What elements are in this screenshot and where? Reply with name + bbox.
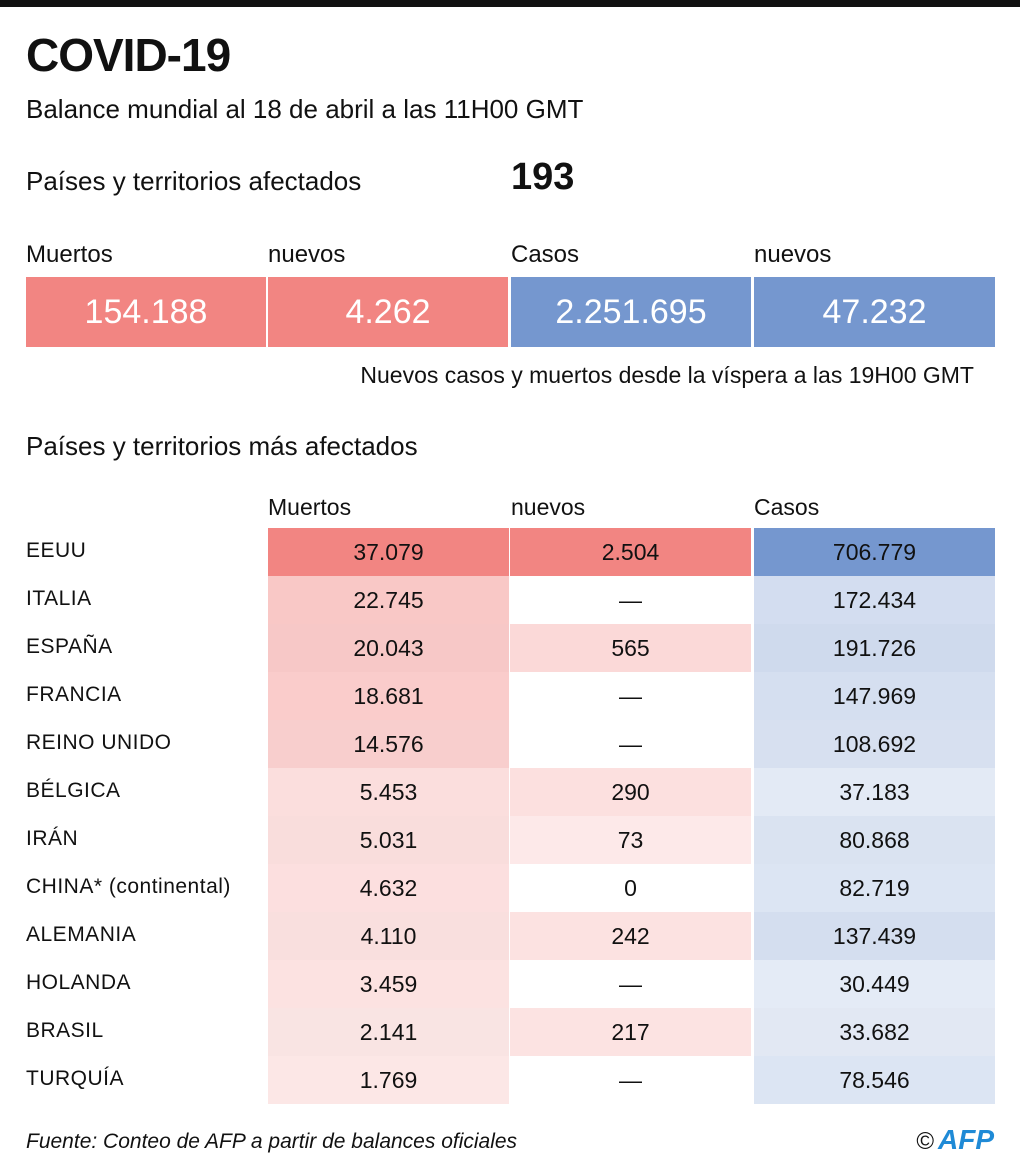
col-header-new: nuevos bbox=[511, 494, 586, 520]
cell-deaths: 37.079 bbox=[268, 528, 509, 576]
cell-new: 242 bbox=[510, 912, 751, 960]
cell-cases: 30.449 bbox=[754, 960, 995, 1008]
deaths-label: Muertos bbox=[26, 241, 113, 268]
cell-new: 73 bbox=[510, 816, 751, 864]
cell-deaths: 5.453 bbox=[268, 768, 509, 816]
cell-new: 565 bbox=[510, 624, 751, 672]
table-row: TURQUÍA 1.769—78.546 bbox=[0, 1056, 1020, 1104]
cell-new: — bbox=[510, 672, 751, 720]
country-label: EEUU bbox=[26, 539, 87, 562]
col-header-cases: Casos bbox=[754, 494, 820, 520]
country-label: ALEMANIA bbox=[26, 923, 137, 946]
cell-deaths: 4.632 bbox=[268, 864, 509, 912]
new-cases-label: nuevos bbox=[754, 241, 832, 268]
cell-cases: 172.434 bbox=[754, 576, 995, 624]
cell-cases: 82.719 bbox=[754, 864, 995, 912]
cell-deaths: 14.576 bbox=[268, 720, 509, 768]
table-row: BÉLGICA 5.453 290 37.183 bbox=[0, 768, 1020, 816]
country-label: ESPAÑA bbox=[26, 635, 113, 658]
logo-text: AFP bbox=[938, 1124, 994, 1155]
note: Nuevos casos y muertos desde la víspera … bbox=[360, 362, 974, 388]
col-header-deaths: Muertos bbox=[268, 494, 352, 520]
table-row: BRASIL 2.141 217 33.682 bbox=[0, 1008, 1020, 1056]
deaths-box: 154.188 bbox=[26, 277, 266, 347]
table-row: REINO UNIDO 14.576—108.692 bbox=[0, 720, 1020, 768]
cases-box: 2.251.695 bbox=[511, 277, 751, 347]
cell-cases: 147.969 bbox=[754, 672, 995, 720]
cell-new: 290 bbox=[510, 768, 751, 816]
cell-deaths: 1.769 bbox=[268, 1056, 509, 1104]
new-deaths-box: 4.262 bbox=[268, 277, 508, 347]
cell-cases: 37.183 bbox=[754, 768, 995, 816]
country-label: ITALIA bbox=[26, 587, 92, 610]
cell-cases: 108.692 bbox=[754, 720, 995, 768]
cell-cases: 191.726 bbox=[754, 624, 995, 672]
cell-deaths: 2.141 bbox=[268, 1008, 509, 1056]
new-deaths-label: nuevos bbox=[268, 241, 346, 268]
country-label: BRASIL bbox=[26, 1019, 104, 1042]
cell-cases: 78.546 bbox=[754, 1056, 995, 1104]
table-row: ALEMANIA 4.110 242 137.439 bbox=[0, 912, 1020, 960]
cell-new: — bbox=[510, 960, 751, 1008]
subtitle: Balance mundial al 18 de abril a las 11H… bbox=[26, 94, 584, 124]
cell-deaths: 4.110 bbox=[268, 912, 509, 960]
top-bar bbox=[0, 0, 1020, 7]
table-row: IRÁN 5.031 73 80.868 bbox=[0, 816, 1020, 864]
page-title: COVID-19 bbox=[26, 29, 231, 81]
table-row: CHINA* (continental) 4.632 0 82.719 bbox=[0, 864, 1020, 912]
table-row: FRANCIA 18.681—147.969 bbox=[0, 672, 1020, 720]
cell-deaths: 22.745 bbox=[268, 576, 509, 624]
country-label: CHINA* (continental) bbox=[26, 875, 231, 898]
cell-deaths: 18.681 bbox=[268, 672, 509, 720]
cell-cases: 33.682 bbox=[754, 1008, 995, 1056]
table-row: EEUU 37.079 2.504 706.779 bbox=[0, 528, 1020, 576]
table-row: ITALIA 22.745—172.434 bbox=[0, 576, 1020, 624]
cell-new: 0 bbox=[510, 864, 751, 912]
country-label: TURQUÍA bbox=[26, 1067, 124, 1090]
cell-deaths: 5.031 bbox=[268, 816, 509, 864]
cell-deaths: 3.459 bbox=[268, 960, 509, 1008]
country-label: IRÁN bbox=[26, 827, 79, 850]
cell-new: — bbox=[510, 1056, 751, 1104]
cell-cases: 137.439 bbox=[754, 912, 995, 960]
table-row: ESPAÑA 20.043 565 191.726 bbox=[0, 624, 1020, 672]
country-label: FRANCIA bbox=[26, 683, 122, 706]
cell-new: 2.504 bbox=[510, 528, 751, 576]
cell-new: — bbox=[510, 720, 751, 768]
cell-cases: 706.779 bbox=[754, 528, 995, 576]
cell-new: 217 bbox=[510, 1008, 751, 1056]
cell-new: — bbox=[510, 576, 751, 624]
source-note: Fuente: Conteo de AFP a partir de balanc… bbox=[26, 1130, 518, 1153]
cases-label: Casos bbox=[511, 241, 580, 268]
country-label: REINO UNIDO bbox=[26, 731, 172, 754]
affected-label: Países y territorios afectados bbox=[26, 166, 362, 196]
cell-cases: 80.868 bbox=[754, 816, 995, 864]
table-row: HOLANDA 3.459—30.449 bbox=[0, 960, 1020, 1008]
afp-logo: © AFP bbox=[916, 1124, 994, 1156]
new-cases-box: 47.232 bbox=[754, 277, 995, 347]
most-affected-title: Países y territorios más afectados bbox=[26, 431, 418, 461]
country-label: BÉLGICA bbox=[26, 779, 121, 802]
cell-deaths: 20.043 bbox=[268, 624, 509, 672]
copyright-icon: © bbox=[916, 1128, 934, 1155]
affected-value: 193 bbox=[511, 156, 575, 198]
country-label: HOLANDA bbox=[26, 971, 132, 994]
